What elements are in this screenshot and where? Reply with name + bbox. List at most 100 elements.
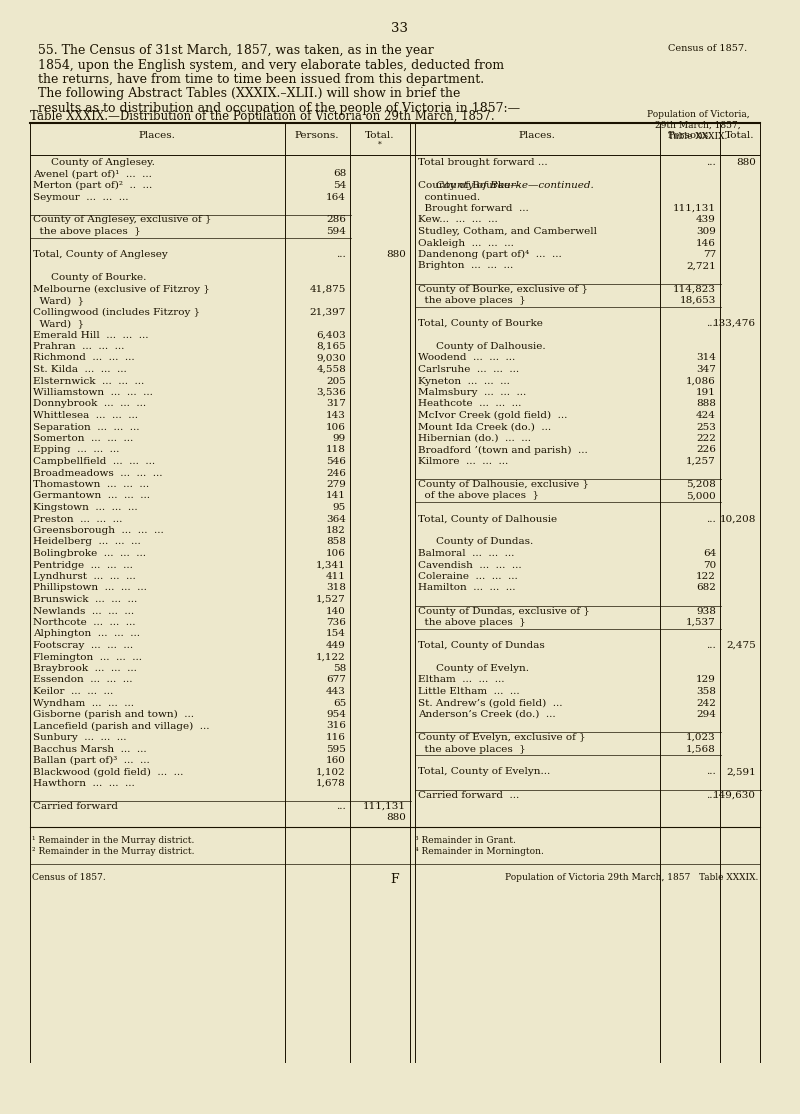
Text: 133,476: 133,476 [713,319,756,328]
Text: 246: 246 [326,469,346,478]
Text: Places.: Places. [518,131,555,140]
Text: Broadmeadows  ...  ...  ...: Broadmeadows ... ... ... [33,469,162,478]
Text: 1,257: 1,257 [686,457,716,466]
Text: County of Dundas.: County of Dundas. [436,537,534,547]
Text: 77: 77 [702,250,716,258]
Text: 140: 140 [326,606,346,616]
Text: Total, County of Bourke: Total, County of Bourke [418,319,543,328]
Text: 954: 954 [326,710,346,719]
Text: County of Dundas, exclusive of }: County of Dundas, exclusive of } [418,606,590,616]
Text: 1854, upon the English system, and very elaborate tables, deducted from: 1854, upon the English system, and very … [38,59,504,71]
Text: 242: 242 [696,698,716,707]
Text: ...: ... [336,802,346,811]
Text: Collingwood (includes Fitzroy }: Collingwood (includes Fitzroy } [33,307,200,316]
Text: 143: 143 [326,411,346,420]
Text: Kew...  ...  ...  ...: Kew... ... ... ... [418,215,498,225]
Text: Ballan (part of)³  ...  ...: Ballan (part of)³ ... ... [33,756,150,765]
Text: Total, County of Dalhousie: Total, County of Dalhousie [418,515,557,524]
Text: Phillipstown  ...  ...  ...: Phillipstown ... ... ... [33,584,147,593]
Text: Pentridge  ...  ...  ...: Pentridge ... ... ... [33,560,133,569]
Text: Total.: Total. [366,131,394,140]
Text: 205: 205 [326,377,346,385]
Text: Footscray  ...  ...  ...: Footscray ... ... ... [33,641,133,649]
Text: 226: 226 [696,446,716,455]
Text: The following Abstract Tables (XXXIX.–XLII.) will show in brief the: The following Abstract Tables (XXXIX.–XL… [38,88,460,100]
Text: continued.: continued. [418,193,480,202]
Text: 8,165: 8,165 [316,342,346,351]
Text: 595: 595 [326,744,346,753]
Text: ...: ... [706,319,716,328]
Text: Eltham  ...  ...  ...: Eltham ... ... ... [418,675,505,684]
Text: Total brought forward ...: Total brought forward ... [418,158,548,167]
Text: of the above places  }: of the above places } [418,491,539,500]
Text: Epping  ...  ...  ...: Epping ... ... ... [33,446,119,455]
Text: 95: 95 [333,504,346,512]
Text: Greensborough  ...  ...  ...: Greensborough ... ... ... [33,526,164,535]
Text: 2,721: 2,721 [686,262,716,271]
Text: 682: 682 [696,584,716,593]
Text: ³ Remainder in Grant.: ³ Remainder in Grant. [415,836,516,846]
Text: Malmsbury  ...  ...  ...: Malmsbury ... ... ... [418,388,526,397]
Text: 1,341: 1,341 [316,560,346,569]
Text: 5,208: 5,208 [686,480,716,489]
Text: Oakleigh  ...  ...  ...: Oakleigh ... ... ... [418,238,514,247]
Text: 3,536: 3,536 [316,388,346,397]
Text: County of Evelyn.: County of Evelyn. [436,664,529,673]
Text: results as to distribution and occupation of the people of Victoria in 1857:—: results as to distribution and occupatio… [38,102,520,115]
Text: Studley, Cotham, and Camberwell: Studley, Cotham, and Camberwell [418,227,597,236]
Text: 888: 888 [696,400,716,409]
Text: Anderson’s Creek (do.)  ...: Anderson’s Creek (do.) ... [418,710,556,719]
Text: the above places  }: the above places } [418,296,526,305]
Text: Persons.: Persons. [668,131,712,140]
Text: 99: 99 [333,434,346,443]
Text: the above places  }: the above places } [418,744,526,753]
Text: 449: 449 [326,641,346,649]
Text: County of Anglesey.: County of Anglesey. [51,158,155,167]
Text: ...: ... [706,768,716,776]
Text: 64: 64 [702,549,716,558]
Text: 347: 347 [696,365,716,374]
Text: Blackwood (gold field)  ...  ...: Blackwood (gold field) ... ... [33,768,183,776]
Text: 106: 106 [326,549,346,558]
Text: St. Andrew’s (gold field)  ...: St. Andrew’s (gold field) ... [418,698,562,707]
Text: 6,403: 6,403 [316,331,346,340]
Text: 279: 279 [326,480,346,489]
Text: McIvor Creek (gold field)  ...: McIvor Creek (gold field) ... [418,411,567,420]
Text: Melbourne (exclusive of Fitzroy }: Melbourne (exclusive of Fitzroy } [33,284,210,294]
Text: Kingstown  ...  ...  ...: Kingstown ... ... ... [33,504,138,512]
Text: Williamstown  ...  ...  ...: Williamstown ... ... ... [33,388,153,397]
Text: the above places  }: the above places } [418,618,526,627]
Text: Thomastown  ...  ...  ...: Thomastown ... ... ... [33,480,149,489]
Text: Preston  ...  ...  ...: Preston ... ... ... [33,515,122,524]
Text: ...: ... [706,791,716,800]
Text: the returns, have from time to time been issued from this department.: the returns, have from time to time been… [38,74,484,86]
Text: Lyndhurst  ...  ...  ...: Lyndhurst ... ... ... [33,571,136,582]
Text: 286: 286 [326,215,346,225]
Text: ⁴ Remainder in Mornington.: ⁴ Remainder in Mornington. [415,847,544,856]
Text: Mount Ida Creek (do.)  ...: Mount Ida Creek (do.) ... [418,422,551,431]
Text: 116: 116 [326,733,346,742]
Text: Wyndham  ...  ...  ...: Wyndham ... ... ... [33,698,134,707]
Text: Alphington  ...  ...  ...: Alphington ... ... ... [33,629,140,638]
Text: 736: 736 [326,618,346,627]
Text: 1,527: 1,527 [316,595,346,604]
Text: Lancefield (parish and village)  ...: Lancefield (parish and village) ... [33,722,210,731]
Text: 316: 316 [326,722,346,731]
Text: 2,591: 2,591 [726,768,756,776]
Text: 439: 439 [696,215,716,225]
Text: 314: 314 [696,353,716,362]
Text: St. Kilda  ...  ...  ...: St. Kilda ... ... ... [33,365,126,374]
Text: Prahran  ...  ...  ...: Prahran ... ... ... [33,342,124,351]
Text: 358: 358 [696,687,716,696]
Text: County of Anglesey, exclusive of }: County of Anglesey, exclusive of } [33,215,211,225]
Text: Total, County of Anglesey: Total, County of Anglesey [33,250,168,258]
Text: 2,475: 2,475 [726,641,756,649]
Text: Population of Victoria 29th March, 1857   Table XXXIX.: Population of Victoria 29th March, 1857 … [505,873,758,882]
Text: Carried forward: Carried forward [33,802,118,811]
Text: Carried forward  ...: Carried forward ... [418,791,519,800]
Text: Bacchus Marsh  ...  ...: Bacchus Marsh ... ... [33,744,146,753]
Text: Hamilton  ...  ...  ...: Hamilton ... ... ... [418,584,515,593]
Text: ...: ... [706,641,716,649]
Text: 411: 411 [326,571,346,582]
Text: County of Bourke, exclusive of }: County of Bourke, exclusive of } [418,284,588,293]
